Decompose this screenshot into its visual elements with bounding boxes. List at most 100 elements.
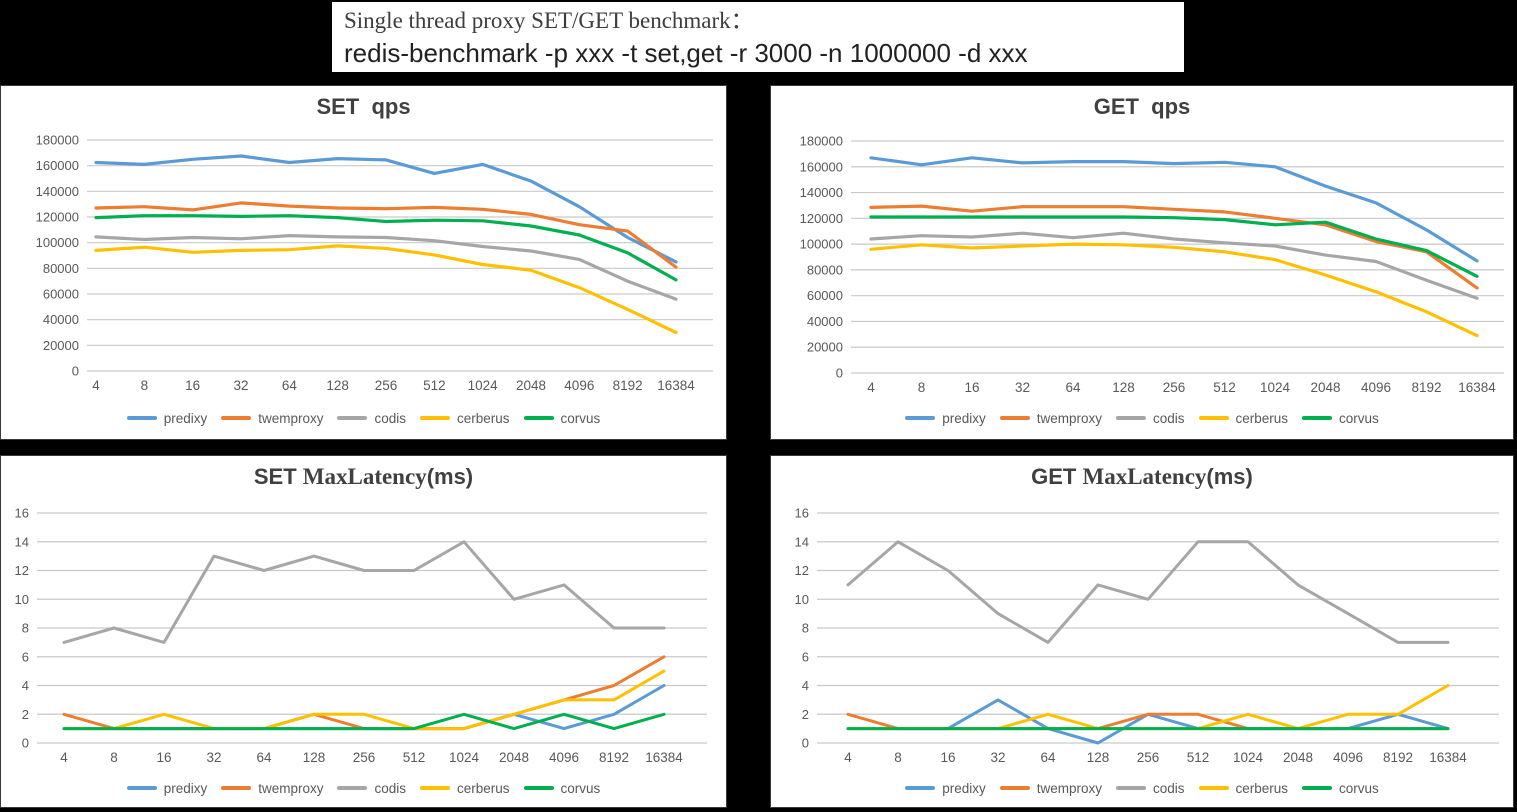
x-tick-label: 16384: [1458, 380, 1496, 395]
y-tick-label: 6: [22, 649, 29, 664]
legend-marker-corvus: [523, 416, 554, 420]
x-tick-label: 2048: [516, 378, 546, 393]
y-tick-label: 100000: [36, 235, 79, 250]
benchmark-title-box: Single thread proxy SET/GET benchmark： r…: [330, 0, 1186, 74]
x-tick-label: 4: [867, 380, 875, 395]
legend-marker-cerberus: [420, 416, 450, 420]
legend-label-twemproxy: twemproxy: [258, 410, 324, 426]
legend-label-predixy: predixy: [163, 780, 208, 796]
series-line-cerberus: [94, 244, 678, 335]
x-tick-label: 8: [141, 378, 149, 393]
y-tick-label: 160000: [800, 159, 843, 174]
y-tick-label: 160000: [36, 158, 79, 173]
x-tick-label: 32: [233, 378, 248, 393]
legend-marker-predixy: [126, 416, 157, 420]
x-tick-label: 4: [92, 378, 100, 393]
y-tick-label: 8: [802, 621, 809, 636]
chart-title-segment: SET qps: [316, 94, 411, 119]
legend-label-predixy: predixy: [163, 410, 208, 426]
x-tick-label: 4096: [564, 378, 594, 393]
series-line-corvus: [62, 712, 666, 731]
benchmark-command-text: redis-benchmark -p xxx -t set,get -r 300…: [344, 38, 1028, 68]
chart-panel-set-maxlatency: SET MaxLatency(ms) 16 14 12 10 8 6 4 2 0 4 8 16 32 64…: [0, 455, 727, 808]
chart-title-segment: GET qps: [1093, 94, 1191, 119]
y-tick-label: 16: [15, 506, 29, 521]
y-tick-label: 12: [15, 563, 29, 578]
series-line-twemproxy: [94, 201, 678, 269]
y-tick-label: 140000: [36, 184, 79, 199]
legend-label-twemproxy: twemproxy: [1036, 410, 1102, 426]
legend-item-codis: codis: [1115, 780, 1185, 796]
legend-marker-codis: [337, 786, 368, 790]
chart-title-segment: SET: [253, 464, 303, 489]
x-tick-label: 256: [375, 378, 398, 393]
x-tick-label: 128: [303, 750, 326, 765]
chart-plot-set-qps: 180000 160000 140000 120000 100000 80000 60000…: [36, 133, 713, 393]
y-tick-label: 2: [802, 707, 809, 722]
x-tick-label: 1024: [468, 378, 499, 393]
chart-plot-get-qps: 180000 160000 140000 120000 100000 80000 60000…: [800, 134, 1504, 395]
legend-item-twemproxy: twemproxy: [999, 781, 1102, 796]
x-tick-label: 256: [1163, 380, 1186, 395]
x-tick-label: 16: [185, 378, 200, 393]
x-tick-label: 8192: [1383, 750, 1413, 765]
legend-label-predixy: predixy: [942, 410, 986, 426]
legend-item-predixy: predixy: [905, 411, 986, 426]
x-tick-label: 128: [326, 378, 349, 393]
legend-item-cerberus: cerberus: [1198, 780, 1289, 796]
chart-title-set-maxlatency: SET MaxLatency(ms): [1, 464, 726, 490]
legend-item-predixy: predixy: [126, 410, 208, 426]
series-line-codis: [94, 234, 678, 301]
y-tick-label: 4: [802, 678, 809, 693]
x-tick-label: 4096: [549, 750, 579, 765]
x-tick-label: 8: [894, 750, 902, 765]
y-tick-label: 8: [22, 621, 29, 636]
legend-item-corvus: corvus: [523, 780, 601, 796]
y-tick-label: 0: [802, 736, 809, 751]
legend-item-corvus: corvus: [1302, 781, 1379, 796]
x-tick-label: 16384: [1429, 750, 1467, 765]
x-tick-label: 64: [1040, 750, 1056, 765]
y-tick-label: 10: [795, 592, 809, 607]
x-tick-label: 1024: [449, 750, 480, 765]
y-tick-label: 140000: [800, 185, 843, 200]
legend-label-corvus: corvus: [560, 780, 601, 796]
x-tick-label: 512: [1187, 750, 1210, 765]
x-tick-label: 8: [110, 750, 118, 765]
legend-item-codis: codis: [337, 411, 406, 426]
legend-label-corvus: corvus: [560, 410, 601, 426]
legend-label-codis: codis: [1152, 780, 1185, 796]
y-tick-label: 14: [795, 534, 809, 549]
legend-item-corvus: corvus: [1302, 411, 1379, 426]
x-tick-label: 16: [940, 750, 955, 765]
y-tick-label: 40000: [43, 312, 79, 327]
chart-title-segment: GET: [1031, 464, 1083, 489]
legend-marker-corvus: [523, 786, 554, 790]
legend-marker-codis: [337, 416, 368, 420]
legend-marker-cerberus: [420, 786, 450, 790]
legend-item-twemproxy: twemproxy: [999, 410, 1102, 426]
chart-legend-get-qps: predixy twemproxy codis cerberus corvus: [771, 408, 1513, 428]
x-tick-label: 2048: [499, 750, 529, 765]
series-line-predixy: [869, 156, 1479, 263]
y-tick-label: 80000: [807, 262, 843, 277]
x-tick-label: 512: [403, 750, 426, 765]
y-tick-label: 120000: [36, 210, 79, 225]
legend-marker-codis: [1115, 416, 1146, 420]
legend-label-cerberus: cerberus: [1235, 780, 1289, 796]
legend-item-corvus: corvus: [523, 410, 601, 426]
legend-item-cerberus: cerberus: [420, 781, 510, 796]
y-tick-label: 40000: [807, 314, 843, 329]
x-tick-label: 64: [256, 750, 272, 765]
y-tick-label: 12: [795, 563, 809, 578]
x-tick-label: 8192: [1411, 380, 1441, 395]
benchmark-title-text: Single thread proxy SET/GET benchmark：: [344, 8, 754, 33]
legend-marker-predixy: [905, 416, 936, 420]
legend-marker-twemproxy: [999, 786, 1030, 790]
legend-label-twemproxy: twemproxy: [258, 780, 324, 796]
y-tick-label: 14: [15, 534, 29, 549]
legend-label-codis: codis: [1152, 410, 1185, 426]
x-tick-label: 32: [1015, 380, 1030, 395]
